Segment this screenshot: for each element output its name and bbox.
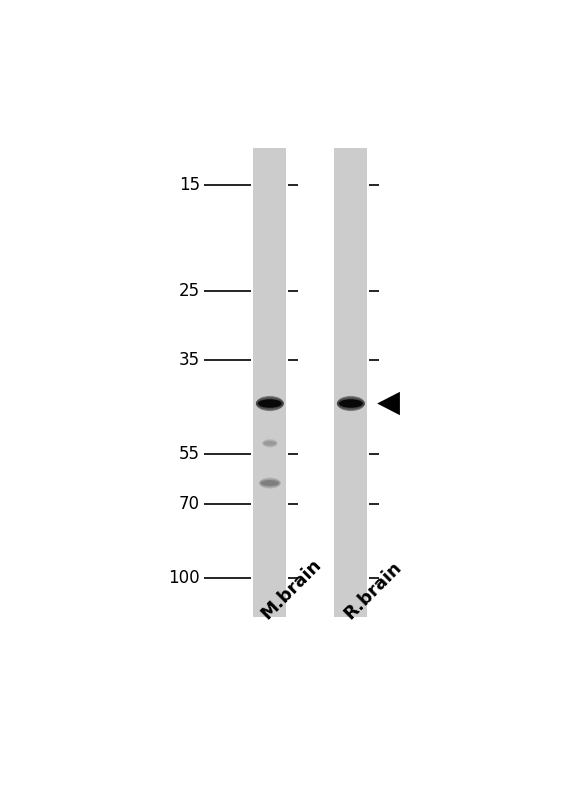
Ellipse shape [337, 396, 365, 410]
Bar [254, 148, 286, 617]
Ellipse shape [256, 397, 284, 410]
Ellipse shape [339, 399, 363, 408]
Ellipse shape [256, 396, 284, 411]
Ellipse shape [256, 397, 284, 410]
Ellipse shape [337, 398, 365, 409]
Ellipse shape [256, 396, 284, 411]
Ellipse shape [261, 480, 279, 486]
Text: R.brain: R.brain [340, 558, 405, 622]
Ellipse shape [337, 396, 365, 411]
Ellipse shape [264, 441, 276, 446]
Text: 70: 70 [179, 495, 200, 514]
Ellipse shape [256, 398, 284, 410]
Ellipse shape [337, 398, 365, 410]
Ellipse shape [256, 396, 284, 410]
Text: 55: 55 [179, 445, 200, 463]
Text: 15: 15 [179, 176, 200, 194]
Ellipse shape [337, 396, 365, 410]
Text: 35: 35 [179, 351, 200, 370]
Text: M.brain: M.brain [257, 555, 324, 622]
Ellipse shape [256, 398, 284, 410]
Ellipse shape [337, 398, 365, 410]
Ellipse shape [256, 396, 284, 411]
Polygon shape [377, 392, 400, 415]
Ellipse shape [337, 397, 365, 410]
Ellipse shape [258, 399, 282, 408]
Text: 25: 25 [179, 282, 200, 300]
Text: 100: 100 [168, 570, 200, 587]
Ellipse shape [337, 396, 365, 411]
Ellipse shape [337, 398, 365, 409]
Ellipse shape [256, 398, 284, 409]
Bar [334, 148, 367, 617]
Ellipse shape [337, 396, 365, 411]
Ellipse shape [337, 397, 365, 410]
Ellipse shape [256, 396, 284, 410]
Ellipse shape [256, 398, 284, 409]
